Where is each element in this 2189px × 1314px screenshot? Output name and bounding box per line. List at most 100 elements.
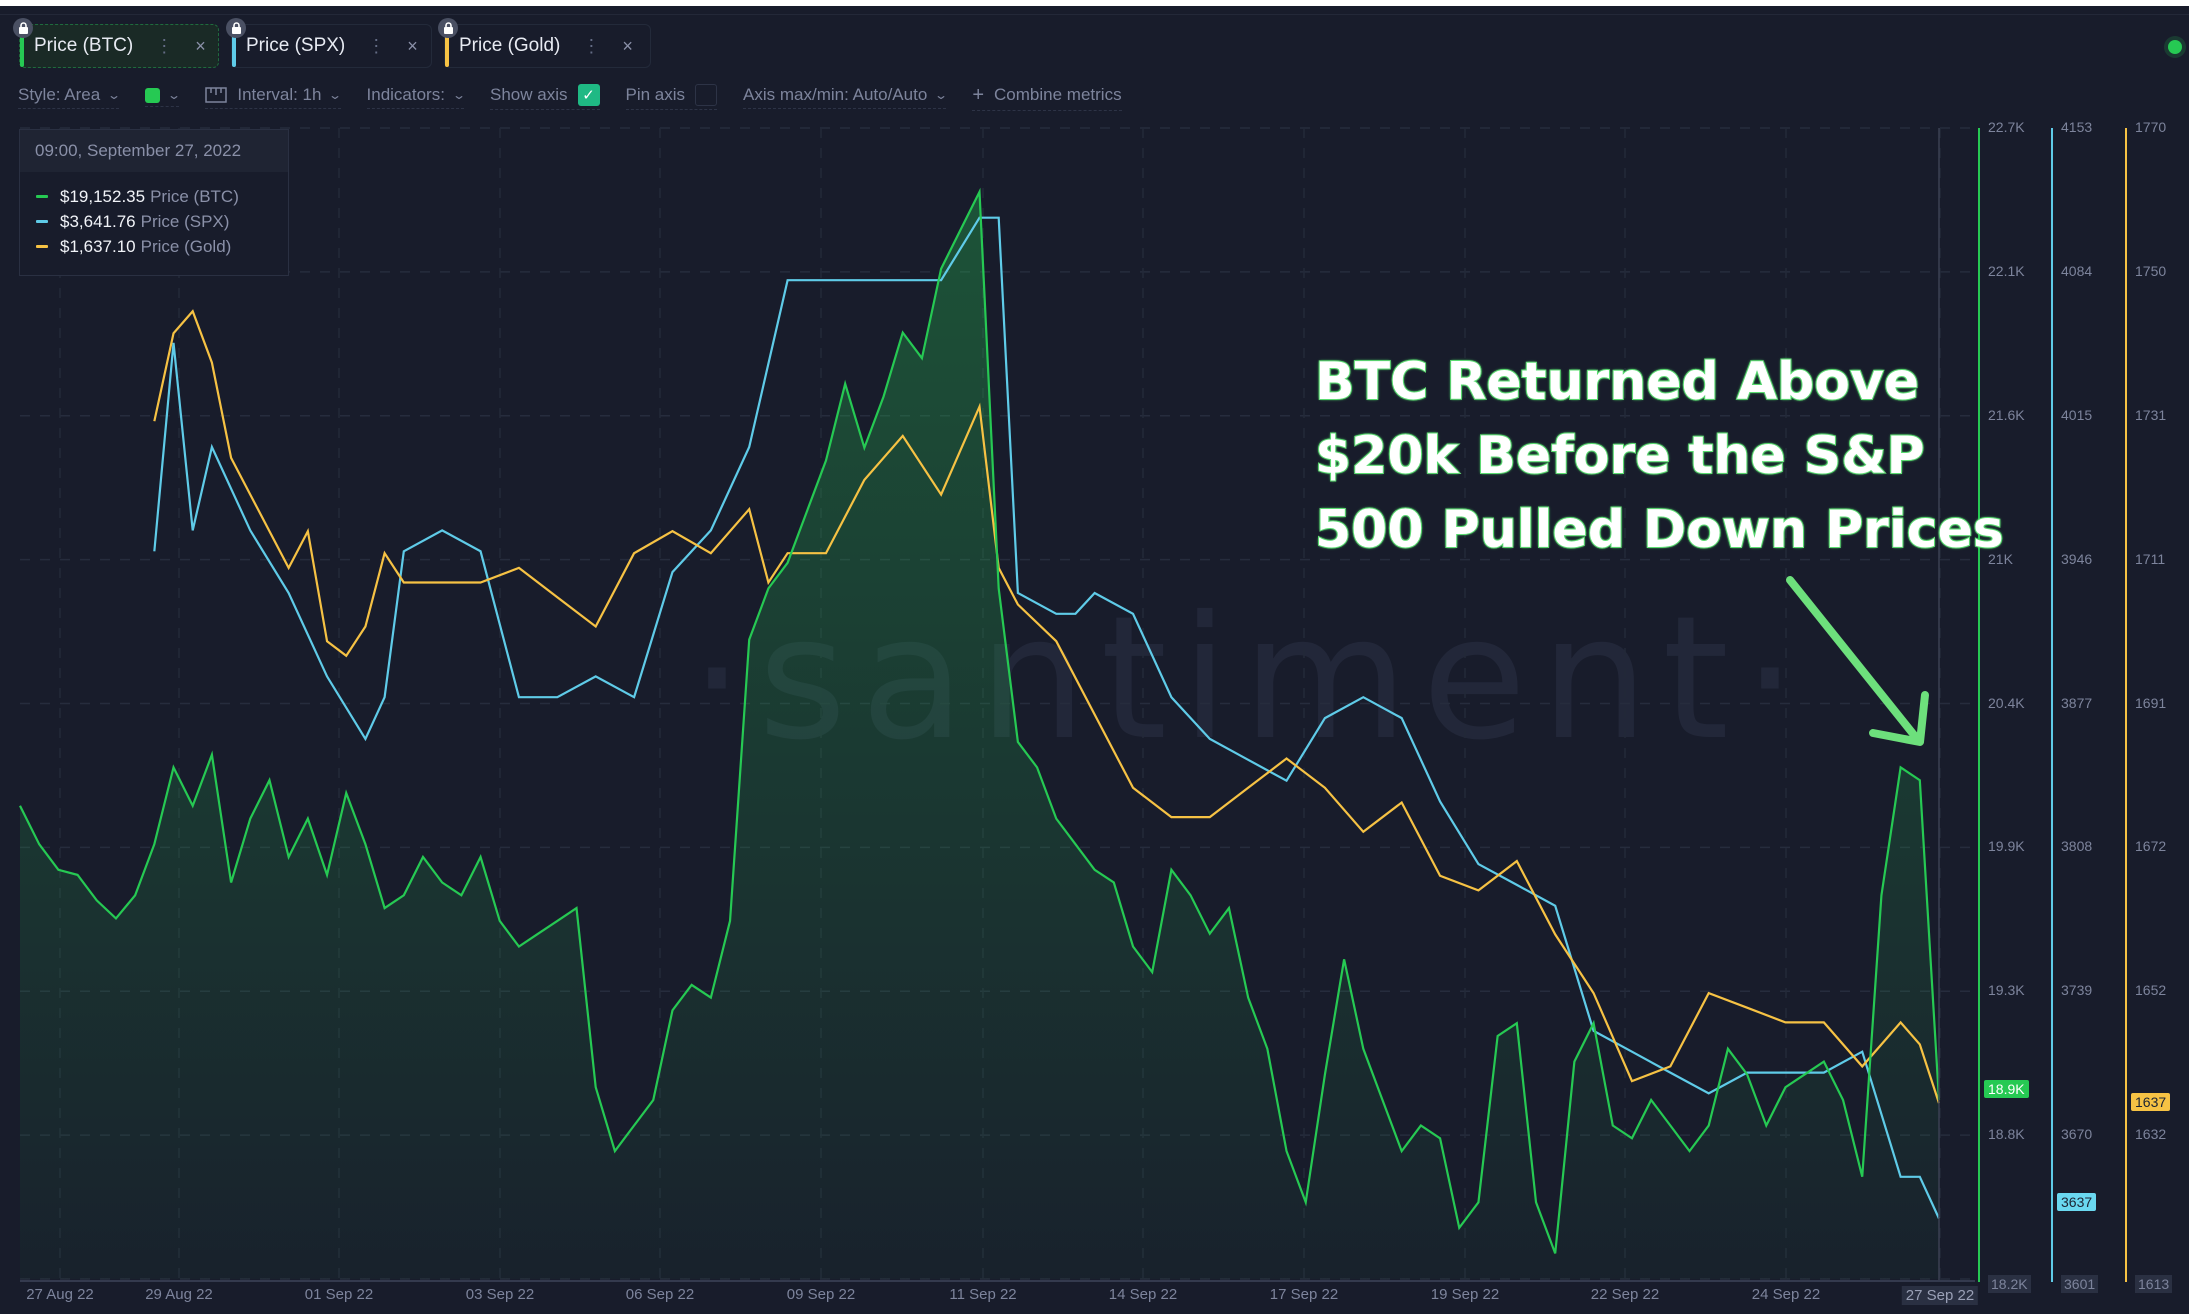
btc-current-badge: 18.9K: [1984, 1080, 2029, 1098]
y-tick-label: 3601: [2061, 1275, 2099, 1293]
top-border: [0, 0, 2189, 6]
close-icon[interactable]: ×: [622, 35, 633, 56]
show-axis-checkbox[interactable]: ✓: [577, 84, 600, 106]
y-tick-label: 22.1K: [1988, 262, 2025, 279]
y-tick-label: 1691: [2135, 694, 2167, 711]
series-color-bar: [20, 29, 24, 67]
tooltip-datetime: 09:00, September 27, 2022: [20, 130, 288, 172]
show-axis-toggle[interactable]: Show axis ✓: [490, 84, 600, 110]
chevron-down-icon: ⌄: [167, 88, 182, 102]
y-tick-label: 3946: [2061, 550, 2093, 567]
y-tick-label: 22.7K: [1988, 119, 2025, 135]
x-tick-label: 27 Aug 22: [26, 1286, 94, 1303]
spx-current-badge: 3637: [2057, 1193, 2097, 1211]
y-tick-label: 21K: [1988, 550, 2013, 567]
plus-icon: +: [972, 83, 985, 106]
series-color-bar: [232, 29, 236, 67]
legend-swatch: [36, 195, 48, 198]
chevron-down-icon: ⌄: [451, 88, 467, 102]
legend-swatch: [36, 245, 48, 248]
gold-line: [153, 309, 1941, 1104]
chevron-down-icon: ⌄: [107, 88, 122, 102]
show-axis-label: Show axis: [490, 85, 568, 104]
tooltip-row-btc: $19,152.35 Price (BTC): [20, 184, 288, 209]
annotation-line: BTC Returned Above: [1314, 351, 1920, 413]
live-status-dot: [2168, 40, 2182, 54]
tooltip-row-spx: $3,641.76 Price (SPX): [20, 209, 288, 234]
tooltip-series-name: Price (Gold): [140, 236, 232, 256]
tooltip-value: $19,152.35: [60, 186, 146, 206]
y-tick-label: 1731: [2135, 406, 2167, 423]
pin-axis-toggle[interactable]: Pin axis: [625, 84, 718, 110]
annotation-text: BTC Returned Above $20k Before the S&P 5…: [1314, 345, 2005, 567]
close-icon[interactable]: ×: [195, 35, 206, 56]
hover-tooltip: 09:00, September 27, 2022 $19,152.35 Pric…: [19, 129, 289, 276]
indicators-label: Indicators:: [366, 85, 445, 104]
tab-price-gold[interactable]: Price (Gold) ⋮ ×: [444, 24, 651, 68]
x-tick-label: 01 Sep 22: [304, 1286, 374, 1303]
more-menu-icon[interactable]: ⋮: [367, 35, 386, 56]
tab-label: Price (SPX): [246, 35, 346, 56]
y-tick-label: 3670: [2061, 1126, 2093, 1143]
x-tick-label: 24 Sep 22: [1751, 1286, 1821, 1303]
lock-icon[interactable]: [13, 18, 33, 38]
style-dropdown[interactable]: Style: Area ⌄: [18, 85, 122, 109]
ruler-icon: [205, 87, 228, 103]
lock-icon[interactable]: [438, 18, 458, 38]
x-tick-label: 17 Sep 22: [1269, 1286, 1339, 1303]
pin-axis-label: Pin axis: [625, 85, 686, 104]
y-tick-label: 4015: [2061, 406, 2093, 423]
y-tick-label: 18.8K: [1988, 1126, 2025, 1143]
x-tick-label: 09 Sep 22: [786, 1286, 856, 1303]
tooltip-row-gold: $1,637.10 Price (Gold): [20, 234, 288, 259]
color-picker[interactable]: ⌄: [145, 87, 182, 107]
y-tick-label: 1750: [2135, 262, 2167, 279]
lock-icon[interactable]: [226, 18, 246, 38]
indicators-dropdown[interactable]: Indicators: ⌄: [366, 85, 467, 109]
y-tick-label: 1770: [2135, 119, 2167, 135]
tooltip-value: $3,641.76: [60, 211, 136, 231]
btc-area: [20, 191, 1939, 1279]
y-tick-label: 19.3K: [1988, 982, 2025, 999]
y-tick-label: 1652: [2135, 982, 2167, 999]
x-tick-label: 27 Sep 22: [1901, 1286, 1979, 1305]
y-tick-label: 3808: [2061, 838, 2093, 855]
annotation-line: $20k Before the S&P: [1314, 425, 1926, 487]
interval-dropdown[interactable]: Interval: 1h ⌄: [205, 85, 343, 109]
color-swatch: [145, 87, 161, 103]
gold-current-badge: 1637: [2131, 1093, 2171, 1111]
x-tick-label: 29 Aug 22: [145, 1286, 213, 1303]
y-tick-label: 1613: [2135, 1275, 2173, 1293]
annotation-arrow-icon: [1786, 576, 1929, 746]
more-menu-icon[interactable]: ⋮: [155, 35, 174, 56]
y-tick-label: 4153: [2061, 119, 2093, 135]
more-menu-icon[interactable]: ⋮: [582, 35, 601, 56]
tab-price-btc[interactable]: Price (BTC) ⋮ ×: [19, 24, 219, 68]
y-tick-label: 4084: [2061, 262, 2093, 279]
y-tick-label: 3877: [2061, 694, 2093, 711]
tab-price-spx[interactable]: Price (SPX) ⋮ ×: [231, 24, 432, 68]
spx-line: [153, 216, 1940, 1219]
combine-metrics-button[interactable]: + Combine metrics: [972, 83, 1122, 111]
y-tick-label: 1711: [2135, 550, 2166, 567]
btc-line: [19, 187, 1941, 1254]
pin-axis-checkbox[interactable]: [695, 84, 718, 106]
tooltip-series-name: Price (BTC): [150, 186, 239, 206]
tooltip-value: $1,637.10: [60, 236, 136, 256]
divider: [0, 14, 2189, 15]
axis-minmax-dropdown[interactable]: Axis max/min: Auto/Auto ⌄: [743, 85, 948, 109]
series-color-bar: [445, 29, 449, 67]
x-tick-label: 19 Sep 22: [1430, 1286, 1500, 1303]
close-icon[interactable]: ×: [407, 35, 418, 56]
y-tick-label: 3739: [2061, 982, 2093, 999]
x-tick-label: 11 Sep 22: [949, 1286, 1017, 1303]
chart-toolbar: Style: Area ⌄ ⌄ Interval: 1h ⌄ Indicator…: [18, 83, 1148, 111]
y-tick-label: 1672: [2135, 838, 2167, 855]
y-tick-label: 21.6K: [1988, 406, 2025, 423]
chevron-down-icon: ⌄: [328, 88, 343, 102]
axis-minmax-label: Axis max/min: Auto/Auto: [743, 85, 928, 104]
x-tick-label: 14 Sep 22: [1108, 1286, 1178, 1303]
y-tick-label: 1632: [2135, 1126, 2167, 1143]
annotation-line: 500 Pulled Down Prices: [1314, 499, 2005, 561]
